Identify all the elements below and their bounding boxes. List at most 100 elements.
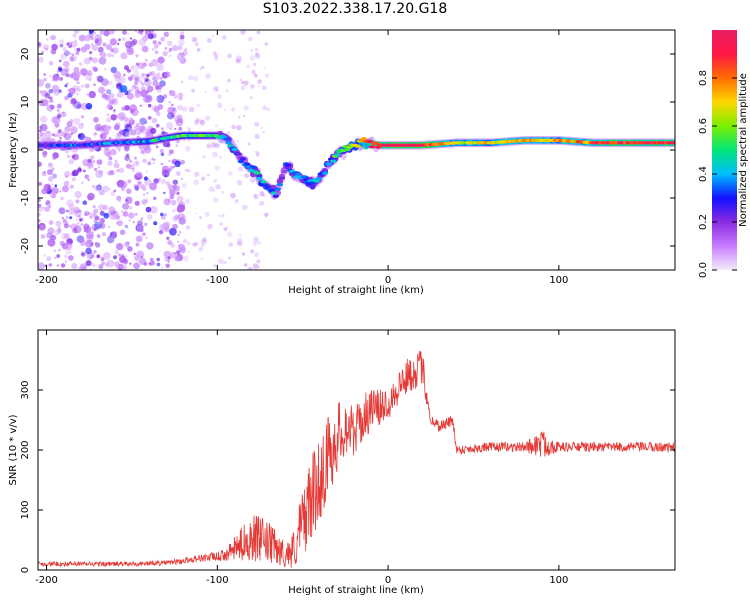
spectrogram-noise-blob — [93, 67, 98, 72]
spectrogram-y-tick-label: 10 — [20, 96, 31, 109]
spectrogram-noise-blob — [48, 263, 52, 267]
spectrogram-noise-blob — [160, 127, 164, 131]
spectrogram-noise-blob — [202, 237, 207, 242]
spectrogram-noise-blob — [213, 178, 218, 183]
snr-x-label: Height of straight line (km) — [288, 585, 424, 596]
spectrogram-noise-blob — [77, 132, 85, 141]
spectrogram-noise-blob — [254, 252, 259, 258]
spectrogram-noise-blob — [63, 132, 72, 141]
spectrogram-noise-blob — [212, 189, 216, 192]
spectrogram-noise-blob — [66, 121, 73, 128]
spectrogram-noise-blob — [212, 51, 217, 56]
spectrogram-noise-blob — [73, 117, 81, 125]
spectrogram-noise-blob — [177, 205, 183, 212]
spectrogram-noise-blob — [170, 199, 177, 206]
spectrogram-noise-blob — [255, 52, 258, 55]
spectrogram-noise-blob — [163, 191, 166, 194]
spectrogram-noise-blob — [143, 176, 148, 181]
spectrogram-noise-blob — [239, 234, 242, 237]
spectrogram-noise-blob — [191, 88, 196, 93]
spectrogram-noise-blob — [76, 93, 79, 96]
spectrogram-noise-blob — [179, 34, 185, 40]
spectrogram-noise-blob — [264, 212, 269, 217]
spectrogram-noise-blob — [147, 214, 153, 220]
spectrogram-noise-blob — [168, 159, 171, 163]
spectrogram-ridge-cell — [360, 137, 367, 141]
spectrogram-noise-blob — [166, 122, 174, 130]
spectrogram-noise-blob — [60, 111, 67, 118]
spectrogram-noise-blob — [91, 254, 95, 258]
spectrogram-noise-blob — [82, 200, 88, 205]
spectrogram-noise-blob — [50, 104, 55, 110]
spectrogram-noise-blob — [147, 161, 152, 166]
spectrogram-noise-blob — [113, 124, 120, 131]
spectrogram-noise-blob — [56, 70, 60, 73]
spectrogram-noise-blob — [126, 68, 131, 73]
spectrogram-noise-blob — [52, 173, 58, 179]
spectrogram-noise-blob — [77, 85, 80, 89]
spectrogram-y-tick-label: 0 — [20, 147, 31, 153]
spectrogram-noise-blob — [119, 129, 125, 135]
spectrogram-noise-blob — [227, 78, 231, 83]
spectrogram-noise-blob — [83, 223, 90, 230]
snr-x-ticks: -200 -100 0 100 — [35, 330, 568, 586]
spectrogram-noise-blob — [140, 217, 144, 221]
spectrogram-noise-blob — [149, 257, 154, 262]
spectrogram-noise-blob — [249, 54, 256, 61]
spectrogram-noise-blob — [235, 199, 239, 202]
spectrogram-noise-blob — [66, 82, 69, 86]
spectrogram-noise-blob — [74, 191, 82, 199]
spectrogram-noise-blob — [139, 104, 142, 107]
spectrogram-noise-blob — [129, 88, 134, 92]
spectrogram-noise-blob — [83, 169, 86, 173]
spectrogram-noise-blob — [262, 105, 267, 111]
spectrogram-noise-blob — [125, 196, 133, 204]
spectrogram-noise-blob — [102, 42, 107, 47]
spectrogram-noise-blob — [169, 189, 176, 196]
spectrogram-noise-blob — [134, 30, 138, 33]
spectrogram-noise-blob — [85, 260, 92, 267]
spectrogram-noise-blob — [231, 107, 236, 112]
spectrogram-noise-blob — [135, 62, 140, 66]
spectrogram-noise-blob — [199, 67, 202, 70]
spectrogram-noise-blob — [129, 50, 133, 54]
spectrogram-noise-blob — [114, 250, 119, 255]
spectrogram-noise-blob — [38, 262, 45, 270]
spectrogram-noise-blob — [184, 145, 191, 152]
spectrogram-ridge-cell — [315, 177, 322, 181]
spectrogram-noise-blob — [105, 262, 109, 266]
spectrogram-noise-blob — [204, 211, 210, 217]
spectrogram-noise-blob — [106, 151, 112, 157]
spectrogram-noise-blob — [88, 90, 96, 99]
spectrogram-noise-blob — [99, 30, 105, 35]
spectrogram-noise-blob — [153, 158, 156, 161]
spectrogram-noise-blob — [163, 31, 169, 37]
spectrogram-noise-blob — [173, 94, 178, 99]
spectrogram-ridge-cell — [268, 189, 275, 193]
spectrogram-noise-blob — [56, 264, 60, 268]
spectrogram-noise-blob — [182, 50, 188, 56]
spectrogram-noise-blob — [192, 242, 197, 247]
spectrogram-noise-blob — [254, 133, 260, 140]
spectrogram-noise-blob — [66, 41, 73, 48]
colorbar-label: Normalized spectral amplitude — [738, 73, 749, 227]
spectrogram-noise-blob — [230, 192, 236, 199]
snr-y-ticks: 0 100 200 300 — [20, 380, 675, 573]
spectrogram-noise-blob — [177, 241, 180, 243]
spectrogram-noise-blob — [158, 229, 164, 235]
spectrogram-noise-blob — [84, 83, 90, 89]
spectrogram-noise-blob — [133, 252, 136, 256]
spectrogram-ridge-cell — [250, 165, 257, 169]
spectrogram-noise-blob — [135, 257, 141, 263]
spectrogram-noise-blob — [174, 256, 180, 262]
spectrogram-noise-blob — [144, 222, 148, 227]
spectrogram-noise-blob — [214, 124, 218, 128]
spectrogram-noise-blob — [121, 37, 126, 42]
spectrogram-ridge-cell — [256, 176, 263, 181]
spectrogram-noise-blob — [187, 127, 191, 131]
spectrogram-noise-blob — [211, 142, 217, 148]
spectrogram-noise-blob — [79, 218, 82, 222]
spectrogram-noise-blob — [177, 92, 184, 99]
spectrogram-noise-blob — [213, 197, 219, 203]
spectrogram-noise-blob — [165, 181, 171, 186]
